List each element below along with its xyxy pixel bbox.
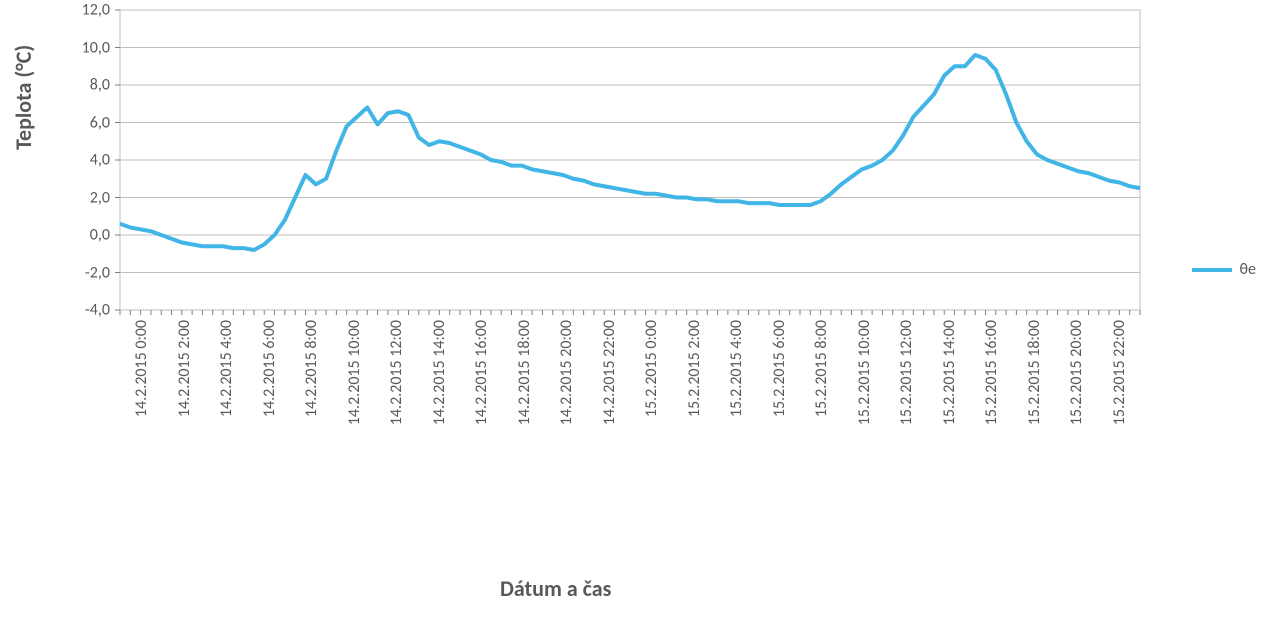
- y-tick-label: 8,0: [90, 76, 110, 95]
- x-tick-label: 15.2.2015 16:00: [982, 320, 1001, 425]
- x-tick-label: 14.2.2015 10:00: [345, 320, 364, 425]
- x-tick-label: 15.2.2015 22:00: [1110, 320, 1129, 425]
- y-tick-label: 10,0: [82, 38, 110, 57]
- x-tick-label: 14.2.2015 22:00: [600, 320, 619, 425]
- x-tick-label: 15.2.2015 10:00: [855, 320, 874, 425]
- x-tick-label: 14.2.2015 16:00: [472, 320, 491, 425]
- x-tick-label: 15.2.2015 8:00: [812, 320, 831, 417]
- x-tick-label: 15.2.2015 12:00: [897, 320, 916, 425]
- legend-label: θe: [1240, 260, 1256, 279]
- x-tick-label: 14.2.2015 20:00: [557, 320, 576, 425]
- y-tick-label: 4,0: [90, 151, 110, 170]
- x-tick-label: 14.2.2015 18:00: [515, 320, 534, 425]
- x-tick-label: 14.2.2015 6:00: [260, 320, 279, 417]
- x-tick-label: 14.2.2015 4:00: [217, 320, 236, 417]
- legend: θe: [1192, 260, 1256, 279]
- x-tick-label: 14.2.2015 0:00: [132, 320, 151, 417]
- y-tick-label: 6,0: [90, 113, 110, 132]
- x-axis-title: Dátum a čas: [500, 575, 611, 602]
- x-tick-label: 15.2.2015 4:00: [727, 320, 746, 417]
- y-tick-label: 0,0: [90, 226, 110, 245]
- y-tick-label: -4,0: [85, 301, 110, 320]
- x-tick-label: 15.2.2015 6:00: [770, 320, 789, 417]
- x-tick-label: 14.2.2015 8:00: [302, 320, 321, 417]
- y-tick-label: -2,0: [85, 263, 110, 282]
- x-tick-label: 15.2.2015 18:00: [1025, 320, 1044, 425]
- plot-svg: [120, 10, 1140, 310]
- x-tick-label: 15.2.2015 0:00: [642, 320, 661, 417]
- plot-area: [120, 10, 1140, 310]
- y-tick-label: 2,0: [90, 188, 110, 207]
- x-tick-label: 15.2.2015 20:00: [1067, 320, 1086, 425]
- y-tick-label: 12,0: [82, 1, 110, 20]
- x-tick-label: 14.2.2015 14:00: [430, 320, 449, 425]
- x-tick-label: 15.2.2015 14:00: [940, 320, 959, 425]
- x-tick-label: 15.2.2015 2:00: [685, 320, 704, 417]
- legend-line: [1192, 268, 1232, 272]
- x-tick-label: 14.2.2015 2:00: [175, 320, 194, 417]
- x-tick-label: 14.2.2015 12:00: [387, 320, 406, 425]
- chart-container: Teplota (°C) -4,0 -2,0 0,0 2,0 4,0 6,0 8,0 10,0…: [0, 0, 1286, 621]
- y-axis-title: Teplota (°C): [10, 45, 37, 150]
- x-tick-labels: 14.2.2015 0:00 14.2.2015 2:00 14.2.2015 4:…: [120, 320, 1140, 560]
- y-tick-labels: -4,0-2,00,02,04,06,08,010,012,0: [60, 10, 110, 310]
